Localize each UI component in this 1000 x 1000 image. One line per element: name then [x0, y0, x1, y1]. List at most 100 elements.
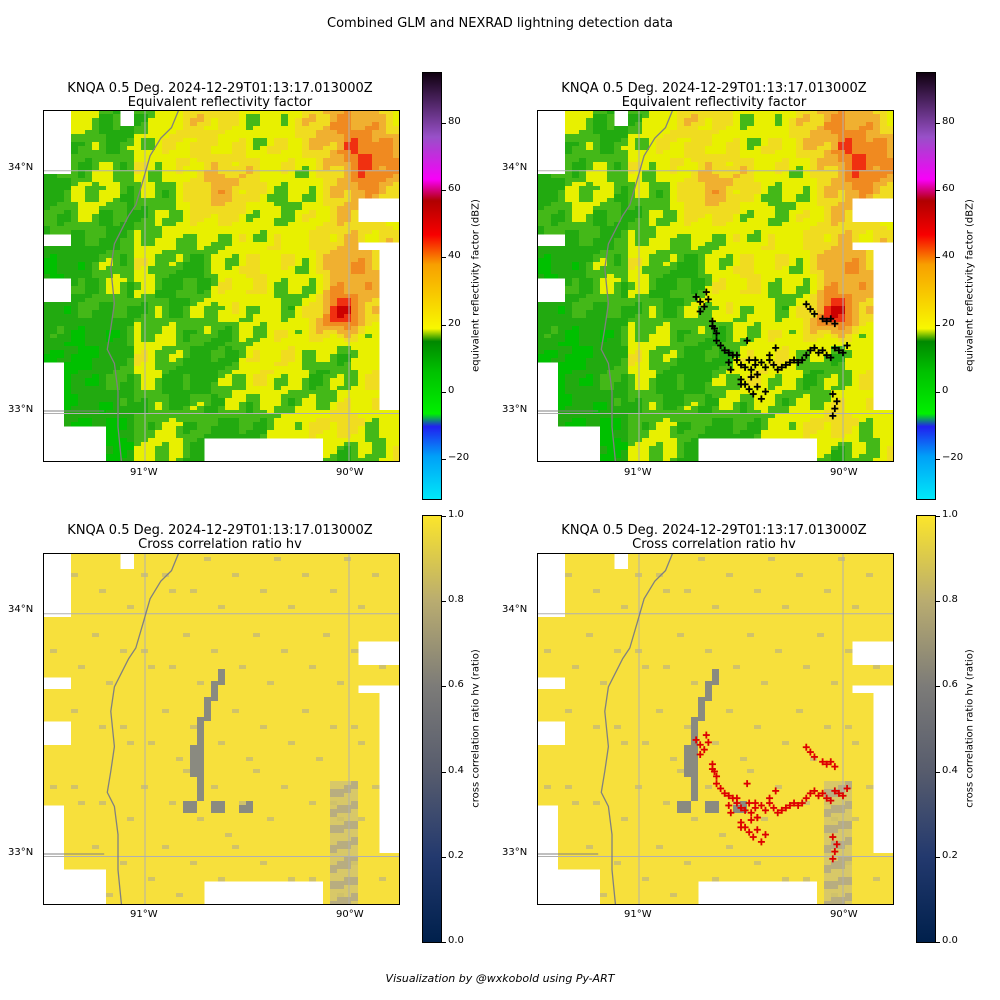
- radar-cell: [323, 110, 331, 115]
- radar-cell: [71, 286, 79, 291]
- radar-cell: [113, 258, 121, 263]
- radar-cell: [267, 130, 275, 135]
- radar-cell: [134, 422, 142, 427]
- radar-cell: [176, 250, 184, 255]
- radar-cell: [246, 238, 254, 243]
- radar-cell: [330, 430, 338, 435]
- radar-cell: [155, 354, 163, 359]
- radar-cell: [565, 146, 573, 151]
- radar-cell: [344, 130, 352, 135]
- radar-cell: [148, 382, 156, 387]
- radar-cell: [372, 278, 380, 283]
- radar-cell: [155, 118, 163, 123]
- radar-cell: [176, 314, 184, 319]
- radar-cell: [148, 222, 156, 227]
- radar-cell: [246, 186, 254, 191]
- radar-cell: [761, 174, 769, 179]
- radar-cell: [337, 182, 345, 187]
- radar-cell: [288, 206, 296, 211]
- radar-cell: [148, 182, 156, 187]
- radar-cell: [330, 154, 338, 159]
- radar-cell: [197, 190, 205, 195]
- radar-cell: [260, 314, 268, 319]
- radar-cell: [337, 458, 345, 462]
- radar-cell: [344, 210, 352, 215]
- radar-cell: [880, 118, 888, 123]
- radar-cell: [274, 214, 282, 219]
- radar-cell: [106, 406, 114, 411]
- radar-cell: [358, 342, 366, 347]
- radar-cell: [323, 166, 331, 171]
- radar-cell: [288, 302, 296, 307]
- radar-cell: [176, 366, 184, 371]
- radar-cell: [831, 162, 839, 167]
- radar-cell: [372, 222, 380, 227]
- radar-cell: [887, 178, 894, 183]
- radar-cell: [712, 122, 720, 127]
- radar-cell: [698, 134, 706, 139]
- radar-cell: [337, 326, 345, 331]
- radar-cell: [358, 118, 366, 123]
- radar-cell: [288, 358, 296, 363]
- radar-cell: [190, 382, 198, 387]
- radar-cell: [232, 390, 240, 395]
- radar-cell: [260, 246, 268, 251]
- radar-cell: [267, 430, 275, 435]
- radar-cell: [817, 150, 825, 155]
- radar-cell: [344, 290, 352, 295]
- radar-cell: [120, 402, 128, 407]
- radar-cell: [260, 418, 268, 423]
- radar-cell: [267, 350, 275, 355]
- radar-cell: [768, 134, 776, 139]
- radar-cell: [246, 230, 254, 235]
- radar-cell: [57, 318, 65, 323]
- radar-cell: [183, 182, 191, 187]
- radar-cell: [281, 234, 289, 239]
- radar-cell: [211, 150, 219, 155]
- radar-cell: [113, 410, 121, 415]
- radar-cell: [169, 294, 177, 299]
- radar-cell: [148, 362, 156, 367]
- radar-cell: [274, 114, 282, 119]
- radar-cell: [218, 174, 226, 179]
- radar-cell: [162, 286, 170, 291]
- radar-cell: [127, 286, 135, 291]
- radar-cell: [155, 150, 163, 155]
- radar-cell: [274, 162, 282, 167]
- radar-cell: [386, 154, 394, 159]
- radar-cell: [337, 294, 345, 299]
- radar-cell: [386, 142, 394, 147]
- radar-cell: [337, 170, 345, 175]
- radar-cell: [78, 402, 86, 407]
- radar-cell: [85, 318, 93, 323]
- radar-cell: [169, 306, 177, 311]
- radar-cell: [134, 238, 142, 243]
- radar-cell: [372, 118, 380, 123]
- radar-cell: [379, 410, 387, 415]
- radar-cell: [239, 318, 247, 323]
- radar-cell: [880, 186, 888, 191]
- radar-cell: [866, 182, 874, 187]
- radar-cell: [176, 242, 184, 247]
- radar-cell: [134, 402, 142, 407]
- radar-cell: [358, 402, 366, 407]
- radar-cell: [260, 262, 268, 267]
- radar-cell: [358, 114, 366, 119]
- radar-cell: [337, 450, 345, 455]
- radar-cell: [649, 130, 657, 135]
- radar-cell: [698, 162, 706, 167]
- radar-cell: [740, 186, 748, 191]
- radar-cell: [225, 326, 233, 331]
- radar-cell: [323, 322, 331, 327]
- radar-cell: [628, 146, 636, 151]
- radar-cell: [260, 430, 268, 435]
- radar-cell: [71, 206, 79, 211]
- radar-cell: [295, 310, 303, 315]
- radar-cell: [344, 434, 352, 439]
- radar-cell: [176, 246, 184, 251]
- radar-cell: [600, 150, 608, 155]
- radar-cell: [155, 414, 163, 419]
- radar-cell: [288, 318, 296, 323]
- radar-cell: [316, 406, 324, 411]
- radar-cell: [183, 158, 191, 163]
